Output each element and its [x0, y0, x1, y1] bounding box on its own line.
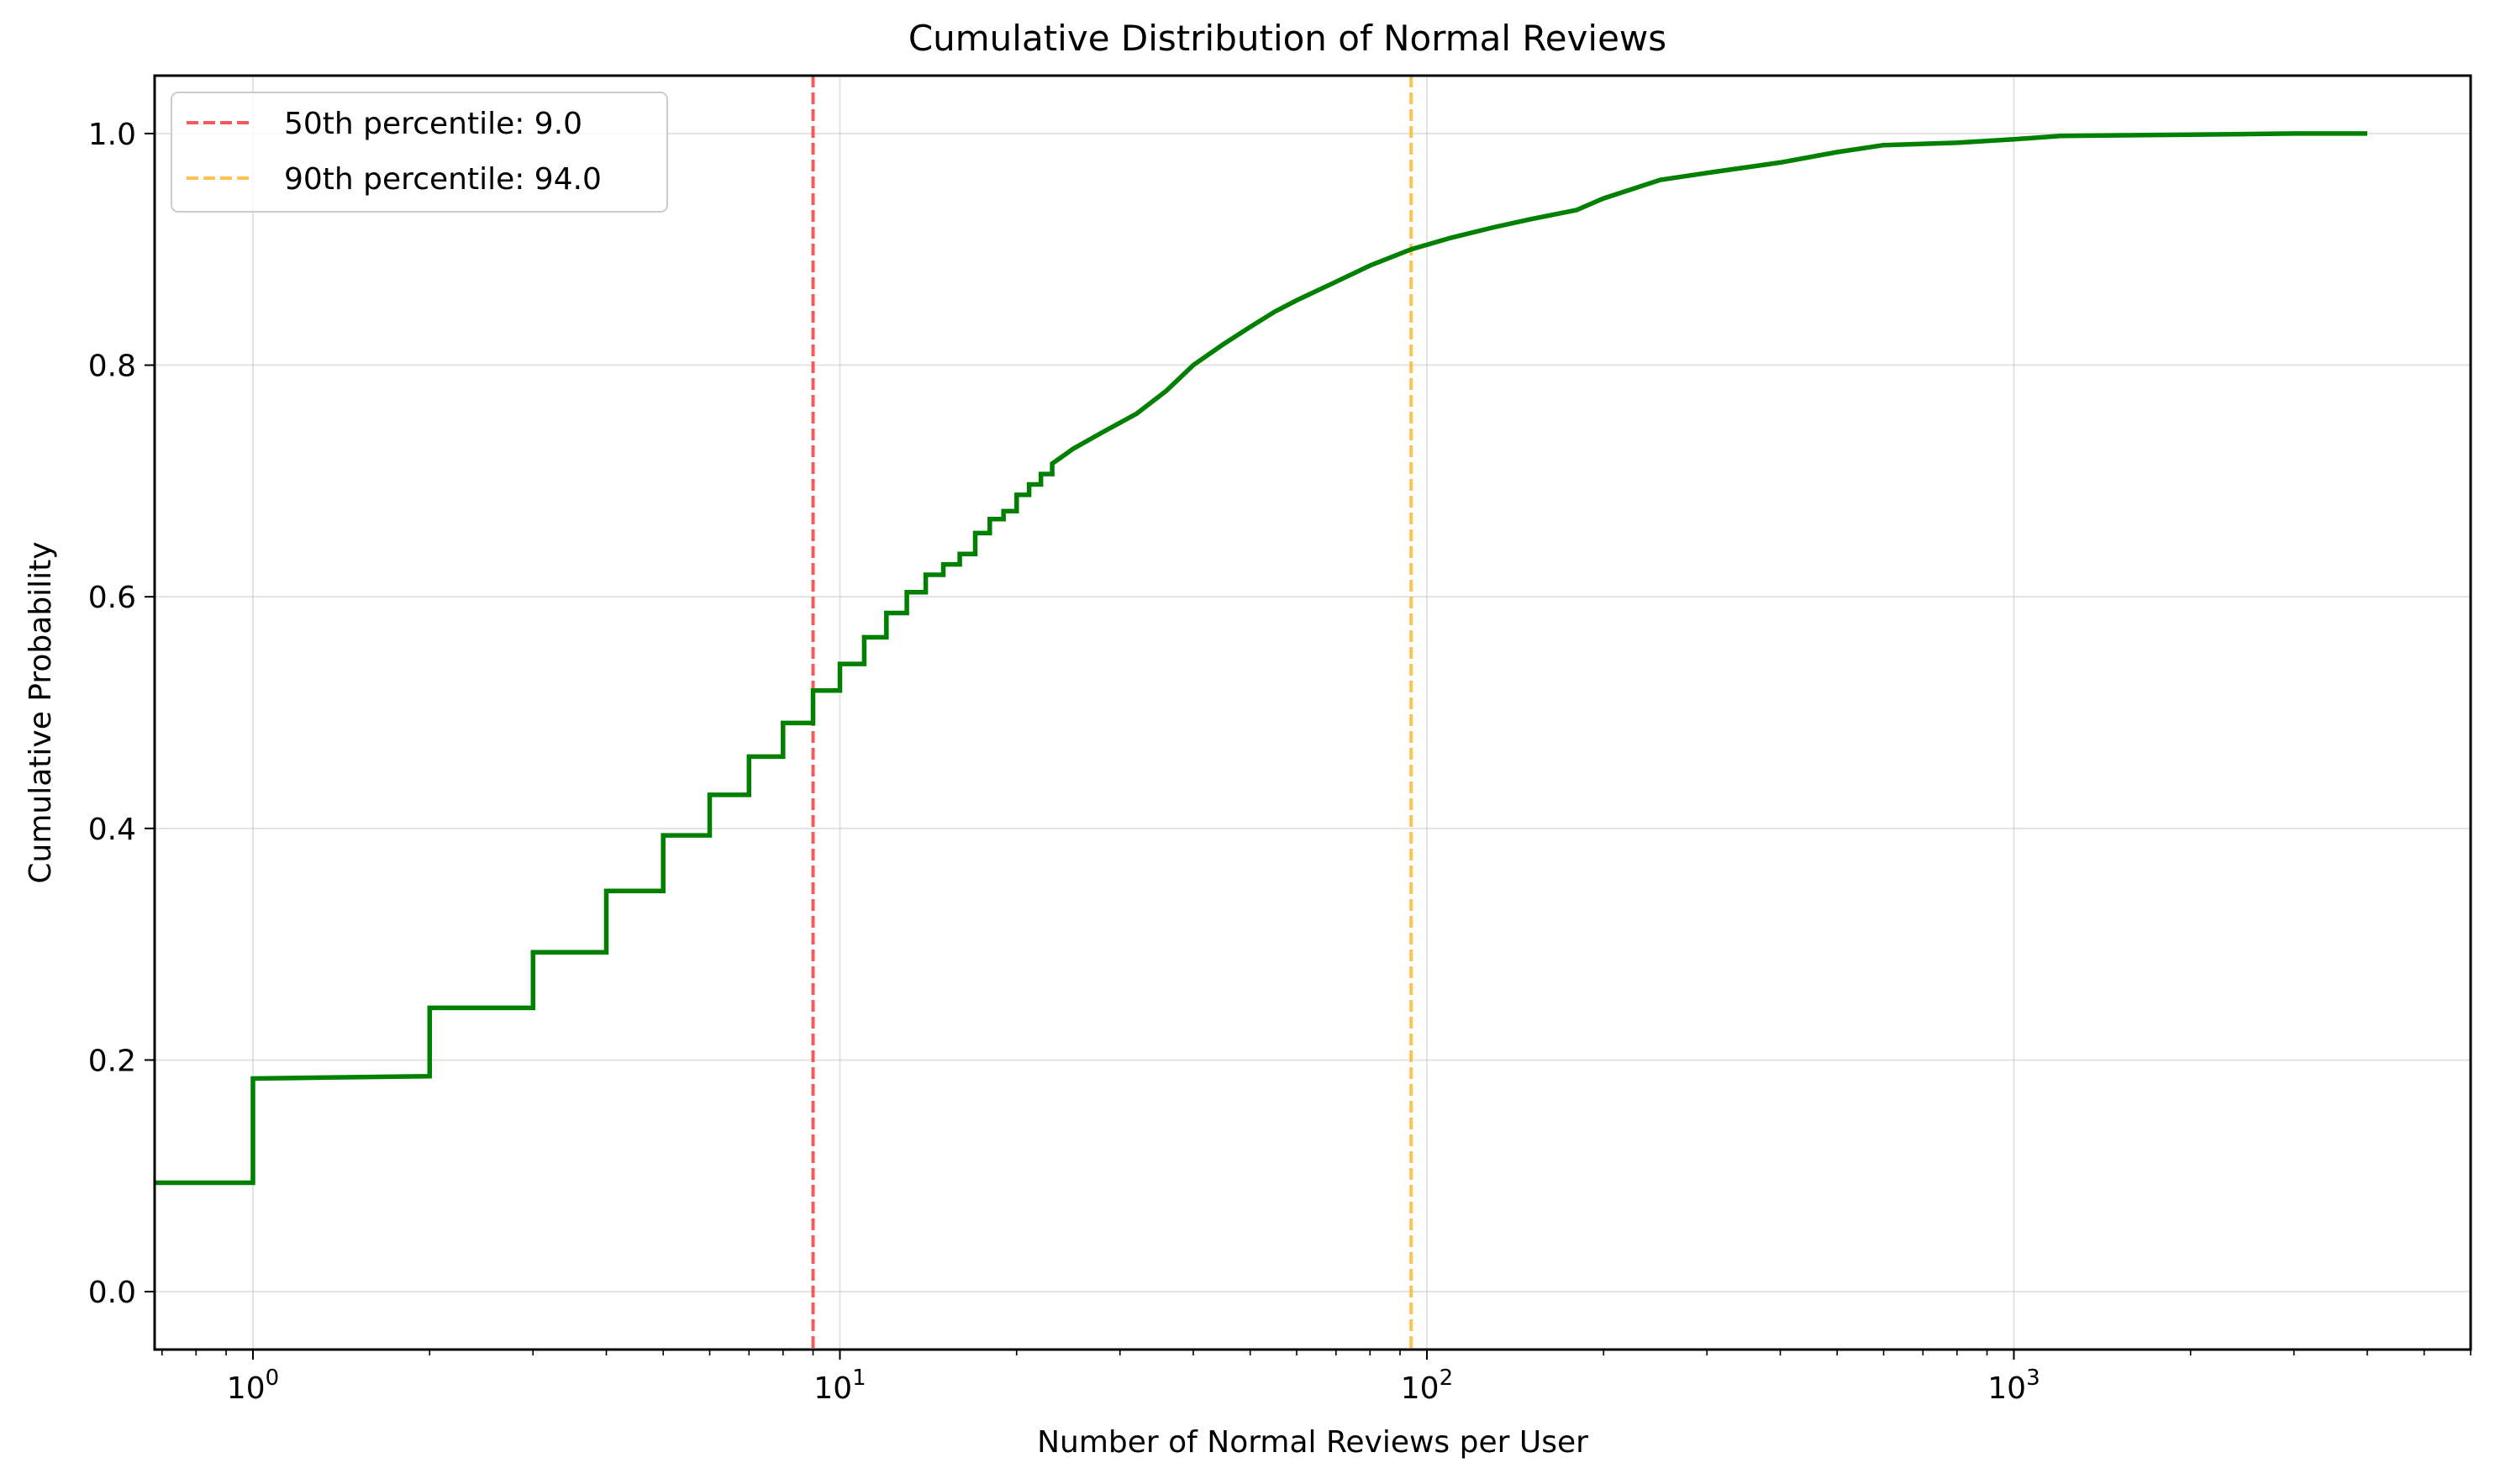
- x-tick-label: 103: [1987, 1366, 2040, 1406]
- x-tick-label-base: 10: [1401, 1371, 1440, 1406]
- legend-label-90th: 90th percentile: 94.0: [284, 162, 602, 197]
- cdf-series-line: [155, 131, 2367, 1186]
- x-tick-label-base: 10: [813, 1371, 852, 1406]
- plot-area-frame: [153, 74, 2472, 1351]
- x-tick-label-base: 10: [1987, 1371, 2026, 1406]
- y-tick-label: 0.4: [88, 813, 136, 847]
- x-tick-label-exponent: 3: [2026, 1366, 2040, 1391]
- x-axis-ticks: 100 101 102 103: [161, 1350, 2471, 1406]
- legend: 50th percentile: 9.0 90th percentile: 94…: [171, 92, 668, 213]
- reference-lines: [811, 76, 1413, 1350]
- x-tick-label-exponent: 2: [1440, 1366, 1454, 1391]
- legend-box: [171, 92, 668, 213]
- series-layer: [155, 131, 2367, 1186]
- y-axis-label: Cumulative Probability: [24, 541, 58, 883]
- x-tick-label: 100: [227, 1366, 279, 1406]
- x-tick-label-exponent: 1: [852, 1366, 866, 1391]
- x-axis-label: Number of Normal Reviews per User: [1037, 1425, 1588, 1460]
- x-tick-label-exponent: 0: [266, 1366, 280, 1391]
- y-tick-label: 0.6: [88, 581, 136, 615]
- y-axis-ticks: 0.0 0.2 0.4 0.6 0.8 1.0: [88, 118, 155, 1310]
- legend-label-50th: 50th percentile: 9.0: [284, 107, 582, 141]
- x-tick-label-base: 10: [227, 1371, 266, 1406]
- x-tick-label: 102: [1401, 1366, 1453, 1406]
- y-tick-label: 0.0: [88, 1276, 136, 1310]
- y-tick-label: 1.0: [88, 118, 136, 152]
- x-tick-label: 101: [813, 1366, 866, 1406]
- chart-title: Cumulative Distribution of Normal Review…: [908, 18, 1666, 59]
- y-tick-label: 0.2: [88, 1044, 136, 1078]
- y-tick-label: 0.8: [88, 350, 136, 384]
